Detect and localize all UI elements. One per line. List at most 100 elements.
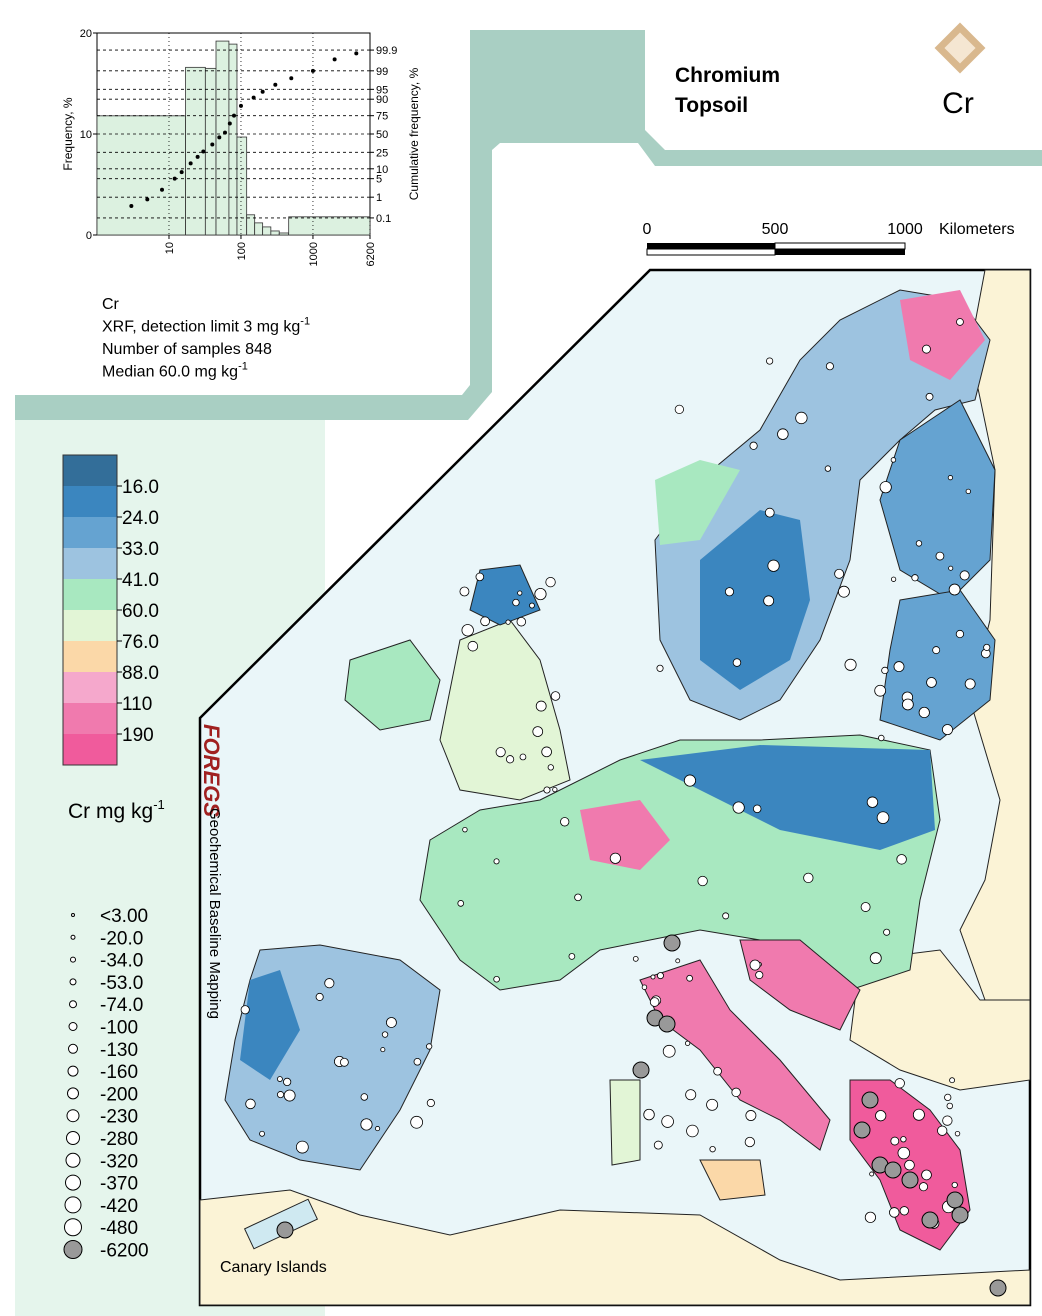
sample-dot: [732, 658, 742, 667]
sample-dot: [944, 1093, 952, 1102]
legend-label: 16.0: [122, 477, 159, 498]
sample-dot: [897, 1146, 911, 1160]
map: [198, 268, 1032, 1307]
sample-dot: [900, 1136, 907, 1143]
medium-title: Topsoil: [675, 94, 748, 117]
scale-segment: [775, 249, 905, 255]
info-line: XRF, detection limit 3 mg kg-1: [102, 316, 310, 336]
land-africa: [199, 1189, 1031, 1306]
scale-label: 0: [643, 221, 652, 238]
sample-dot: [295, 1140, 309, 1154]
sample-dot: [360, 1093, 369, 1101]
sample-dot: [937, 1125, 948, 1136]
sample-dot: [869, 1171, 875, 1177]
sample-dot: [874, 684, 887, 697]
sample-dot: [864, 1211, 877, 1223]
sample-dot: [732, 801, 745, 814]
size-symbol: [71, 913, 75, 917]
sample-dot: [467, 640, 479, 652]
land-britain: [439, 619, 571, 801]
y2-tick-label: 25: [376, 147, 388, 159]
sample-dot: [803, 872, 814, 884]
sample-dot: [276, 1091, 285, 1099]
sample-dot: [641, 984, 648, 990]
sample-dot: [949, 1077, 956, 1084]
cumulative-point: [129, 204, 134, 209]
y2-tick-label: 99: [376, 66, 388, 78]
title-block: Chromium Topsoil Cr: [675, 22, 986, 120]
sample-dot: [932, 646, 941, 655]
inset-label: Canary Islands: [220, 1259, 327, 1276]
sample-dot: [749, 959, 761, 971]
sample-dot: [844, 658, 857, 671]
sample-dot: [764, 507, 775, 518]
sample-dot: [462, 826, 468, 833]
sample-dot: [240, 1005, 250, 1015]
sample-dot: [766, 357, 774, 365]
cumulative-point: [231, 113, 236, 118]
sample-dot: [731, 1087, 741, 1098]
size-label: -320: [100, 1151, 138, 1172]
sample-dot: [656, 664, 664, 672]
sample-dot: [709, 1145, 716, 1153]
info-line: Number of samples 848: [102, 341, 272, 358]
sample-dot: [534, 587, 547, 601]
cumulative-point: [251, 95, 256, 100]
legend-swatch: [63, 517, 117, 548]
legend-swatch: [63, 486, 117, 517]
sample-dot: [926, 677, 937, 688]
size-label: -20.0: [100, 928, 143, 949]
bar: [278, 232, 290, 236]
info-text: Median 60.0 mg kg: [102, 364, 238, 381]
logo-symbol: Cr: [942, 87, 974, 120]
size-label: -480: [100, 1218, 138, 1239]
sample-dot: [532, 726, 544, 737]
region-portugal: [240, 970, 300, 1080]
sample-dot: [875, 1110, 887, 1122]
sample-dot: [649, 997, 660, 1007]
size-label: <3.00: [100, 906, 148, 927]
sample-dot: [901, 1171, 919, 1189]
cumulative-point: [238, 103, 243, 108]
sample-dot: [683, 774, 697, 787]
sample-dot: [893, 661, 905, 673]
sample-dot: [838, 585, 850, 598]
bar: [228, 43, 238, 236]
sample-dot: [921, 1211, 939, 1229]
sample-dot: [574, 893, 582, 902]
sample-dot: [878, 734, 885, 742]
sample-dot: [675, 958, 681, 964]
sample-dot: [685, 1089, 697, 1101]
bar: [254, 222, 264, 236]
size-label: -280: [100, 1129, 138, 1150]
scale-segment: [647, 243, 775, 249]
land-sardinia: [609, 1079, 641, 1166]
sample-dot: [946, 1191, 964, 1209]
sample-dot: [724, 587, 735, 597]
sample-dot: [853, 1121, 871, 1139]
sample-dot: [547, 764, 554, 771]
legend-swatch: [63, 455, 117, 486]
cumulative-point: [160, 187, 165, 192]
sample-dot: [915, 540, 923, 547]
sample-dot: [955, 629, 965, 639]
sample-dot: [983, 643, 991, 651]
size-symbol: [69, 978, 77, 986]
sample-dot: [375, 1126, 381, 1132]
sample-dot: [860, 902, 871, 912]
sample-dot: [505, 755, 515, 764]
sample-dot: [535, 700, 547, 712]
sample-dot: [283, 1089, 296, 1102]
size-label: -53.0: [100, 973, 143, 994]
size-symbol: [70, 934, 76, 940]
legend-swatch: [63, 734, 117, 765]
brand-logo: FOREGS: [199, 724, 224, 817]
land-ireland: [344, 639, 441, 731]
y2-tick-label: 0.1: [376, 213, 391, 225]
legend-label: 24.0: [122, 508, 159, 529]
info-text: Cr: [102, 296, 120, 313]
sample-dot: [876, 811, 890, 824]
cumulative-point: [201, 149, 206, 154]
info-sup: -1: [238, 361, 248, 373]
region-rhine: [580, 800, 670, 870]
